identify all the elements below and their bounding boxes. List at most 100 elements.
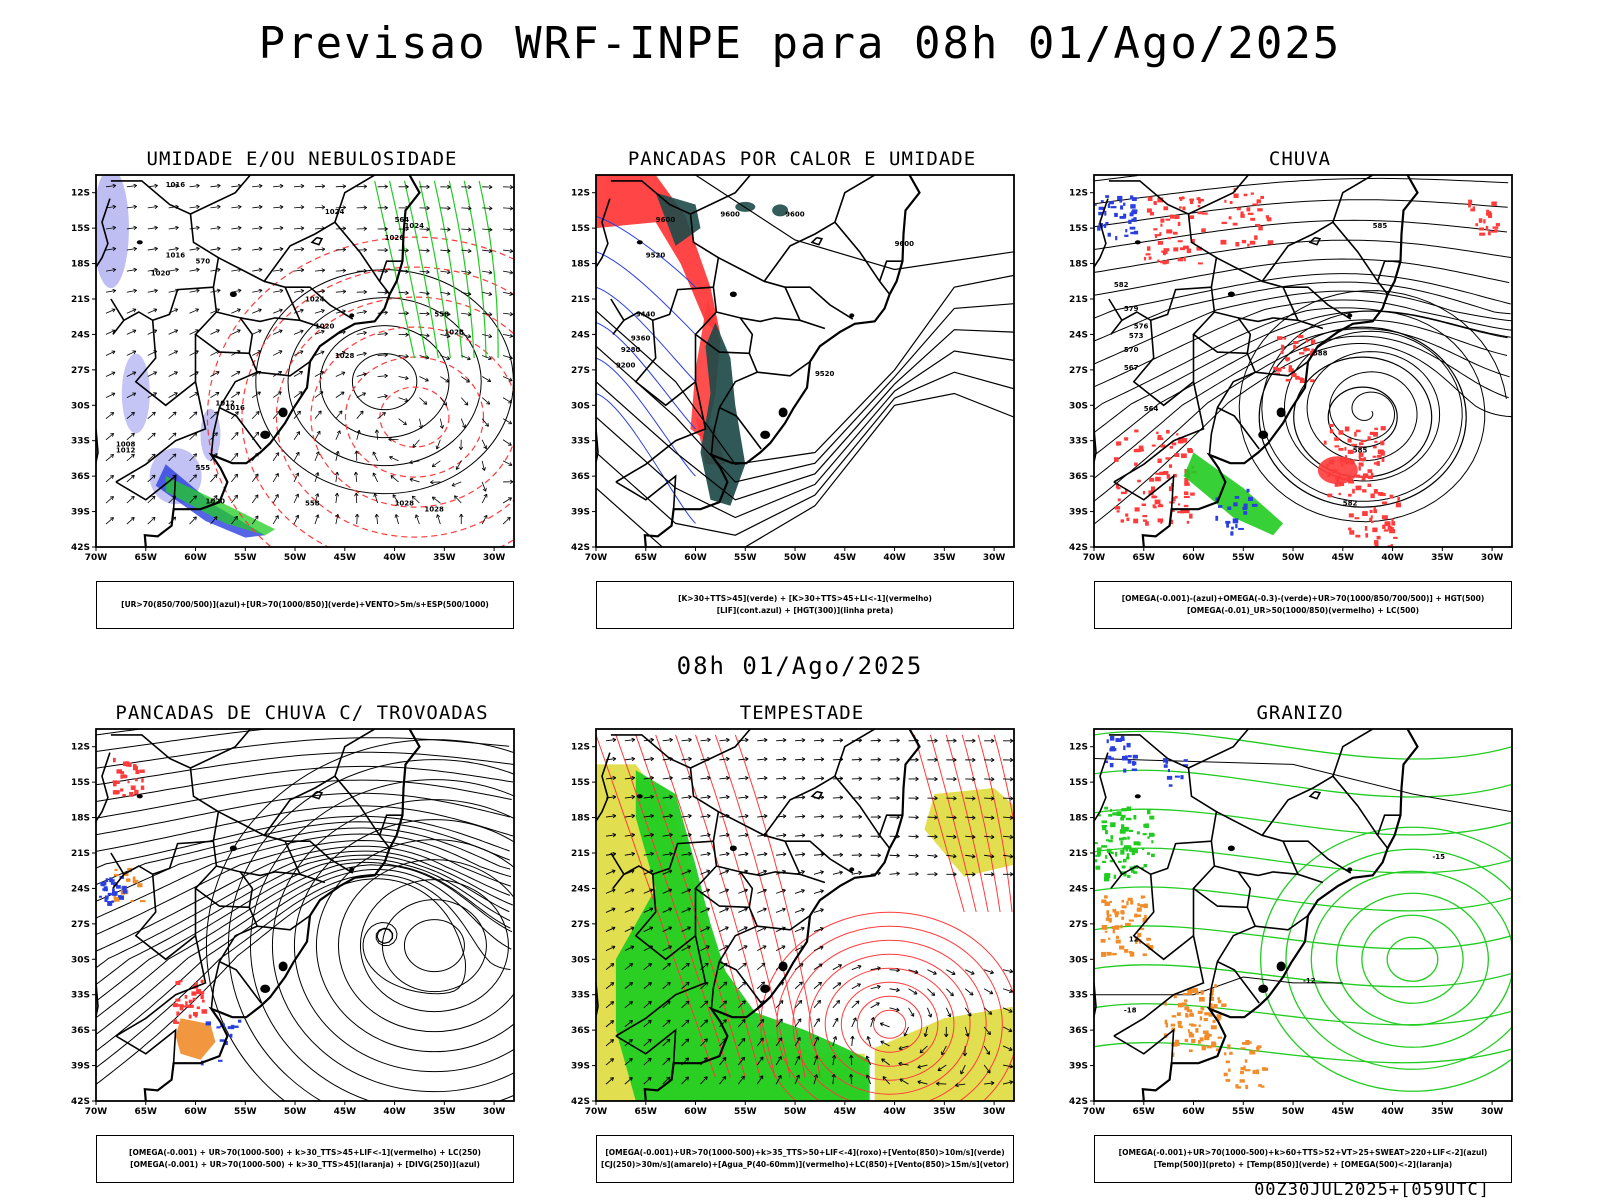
- wind-vector-head: [509, 355, 513, 360]
- wind-vector-head: [509, 479, 514, 484]
- rain-pixel: [1146, 937, 1151, 941]
- wind-vector-head: [903, 1032, 908, 1037]
- wind-vector-head: [321, 268, 326, 273]
- wind-vector: [168, 432, 177, 441]
- wind-vector: [147, 474, 156, 483]
- lake: [778, 961, 788, 972]
- wind-vector-head: [686, 945, 691, 950]
- contour-label: 1020: [205, 497, 225, 505]
- wind-vector: [147, 227, 158, 230]
- wind-vector: [293, 350, 304, 356]
- state-border: [1217, 406, 1260, 450]
- lat-tick-label: 30S: [71, 401, 90, 411]
- rain-pixel: [1101, 207, 1105, 211]
- wind-vector-head: [278, 329, 283, 334]
- lat-tick-label: 12S: [71, 189, 90, 199]
- wind-vector: [756, 981, 765, 990]
- wind-vector: [700, 739, 711, 742]
- wind-vector-head: [467, 227, 472, 232]
- wind-vector-head: [877, 757, 881, 762]
- wind-vector: [984, 816, 995, 819]
- wind-vector: [419, 249, 430, 252]
- wind-vector-head: [971, 854, 976, 859]
- wind-vector: [409, 460, 420, 464]
- rain-pixel: [1154, 234, 1158, 238]
- contour-label: -15: [1432, 853, 1445, 861]
- rain-pixel: [1280, 350, 1284, 355]
- rain-pixel: [1115, 235, 1118, 241]
- wind-vector-head: [316, 430, 321, 435]
- wind-vector-head: [1009, 777, 1014, 782]
- wind-vector: [605, 815, 616, 818]
- wind-vector-head: [896, 776, 900, 782]
- contour-label: 12: [1129, 936, 1139, 944]
- wind-vector-head: [1009, 757, 1014, 763]
- rain-pixel: [1174, 453, 1180, 457]
- rain-pixel: [1487, 231, 1491, 236]
- lake: [1276, 407, 1286, 418]
- streamline: [1094, 281, 1511, 342]
- wind-vector: [700, 853, 711, 856]
- state-border: [240, 317, 301, 323]
- wind-vector-head: [668, 926, 673, 931]
- rain-pixel: [1130, 204, 1136, 209]
- rain-pixel: [1166, 430, 1170, 434]
- wind-vector: [272, 329, 283, 335]
- rain-pixel: [1291, 373, 1297, 378]
- lat-tick-label: 36S: [71, 472, 90, 482]
- wind-vector-head: [237, 288, 242, 293]
- wind-vector-head: [486, 400, 491, 405]
- wind-vector-head: [405, 184, 409, 189]
- wind-vector-head: [936, 1081, 940, 1086]
- wind-vector-head: [195, 288, 200, 293]
- wind-vector: [870, 985, 881, 990]
- wind-vector-head: [917, 1080, 922, 1085]
- rain-pixel: [1189, 215, 1195, 219]
- wind-vector: [738, 815, 749, 818]
- wind-vector-head: [342, 184, 347, 189]
- rain-pixel: [1395, 502, 1402, 508]
- lat-tick-label: 30S: [1069, 955, 1088, 965]
- wind-vector: [481, 493, 488, 504]
- rain-pixel: [1377, 454, 1382, 458]
- wind-vector: [889, 988, 900, 991]
- rain-pixel: [1475, 223, 1479, 227]
- wind-vector-head: [384, 352, 388, 358]
- rain-pixel: [1359, 457, 1365, 462]
- contour-line: [1361, 914, 1464, 1004]
- rain-pixel: [1109, 808, 1112, 812]
- rain-pixel: [1224, 1052, 1227, 1056]
- wind-vector: [719, 981, 728, 990]
- wind-vector-head: [669, 737, 673, 743]
- legend-line: [UR>70(850/700/500)](azul)+[UR>70(1000/8…: [121, 600, 489, 609]
- wind-vector: [965, 816, 976, 819]
- lat-tick-label: 18S: [71, 814, 90, 824]
- streamline: [271, 799, 514, 1093]
- rain-pixel: [1147, 196, 1153, 201]
- state-border: [115, 1028, 177, 1064]
- wind-vector-head: [133, 183, 138, 188]
- lon-tick-label: 70W: [1083, 1107, 1106, 1117]
- rain-pixel: [1203, 1017, 1208, 1022]
- state-border: [615, 1028, 677, 1064]
- rain-pixel: [1358, 452, 1364, 457]
- streamline: [403, 919, 465, 973]
- humidity-contour: [463, 180, 487, 359]
- rain-pixel: [1130, 869, 1134, 873]
- wind-vector-head: [151, 495, 156, 500]
- wind-vector-head: [647, 1038, 652, 1043]
- wind-vector: [681, 907, 691, 913]
- hgt-contour: [596, 303, 1014, 483]
- rain-pixel: [1141, 847, 1145, 851]
- rain-pixel: [115, 885, 121, 889]
- wind-vector: [335, 290, 346, 293]
- wind-vector: [700, 907, 710, 913]
- state-border: [194, 311, 250, 355]
- contour-label: 1008: [116, 441, 136, 449]
- wind-vector: [231, 268, 242, 272]
- rain-pixel: [1155, 472, 1160, 475]
- wind-vector: [105, 308, 116, 314]
- rain-pixel: [1479, 220, 1483, 223]
- wind-vector-head: [426, 248, 430, 253]
